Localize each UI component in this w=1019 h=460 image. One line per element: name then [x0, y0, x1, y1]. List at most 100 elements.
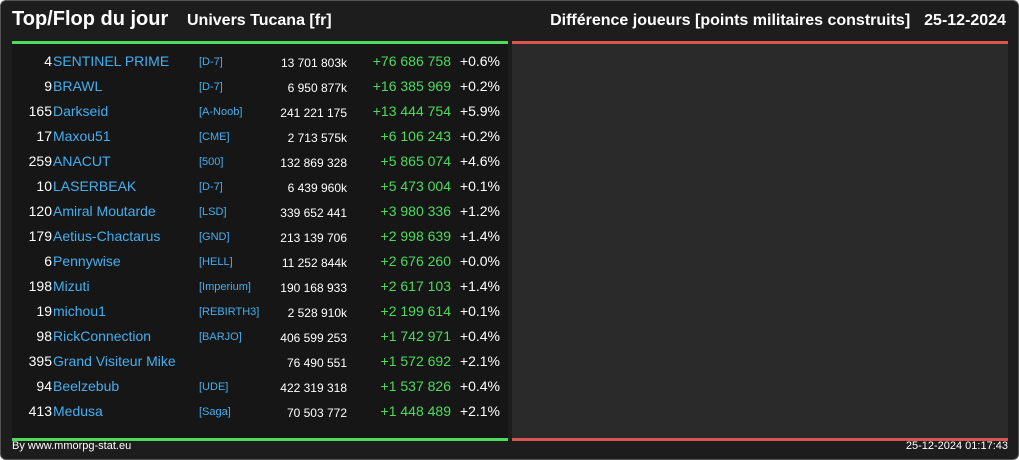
- delta: +3 980 336: [380, 203, 451, 219]
- alliance-link[interactable]: [Saga]: [199, 406, 231, 418]
- rank: 98: [36, 328, 52, 344]
- percent: +0.2%: [459, 128, 500, 144]
- percent: +1.4%: [459, 278, 500, 294]
- rank: 198: [28, 278, 52, 294]
- alliance-link[interactable]: [D-7]: [199, 81, 223, 93]
- flop-panel: [512, 41, 1008, 441]
- points: 76 490 551: [286, 356, 347, 370]
- delta: +2 998 639: [380, 228, 451, 244]
- universe-label: Univers Tucana [fr]: [187, 12, 332, 29]
- percent: +0.1%: [459, 303, 500, 319]
- table-row: 9 BRAWL [D-7] 6 950 877k +16 385 969 +0.…: [12, 75, 508, 100]
- alliance-link[interactable]: [GND]: [199, 231, 230, 243]
- player-link[interactable]: RickConnection: [53, 328, 152, 344]
- delta: +1 537 826: [380, 378, 451, 394]
- points: 2 528 910k: [287, 306, 347, 320]
- credit-link[interactable]: By www.mmorpg-stat.eu: [12, 440, 132, 452]
- metric-label: Différence joueurs [points militaires co…: [550, 12, 911, 29]
- percent: +0.4%: [459, 378, 500, 394]
- delta: +2 676 260: [380, 253, 451, 269]
- alliance-link[interactable]: [CME]: [199, 131, 230, 143]
- points: 406 599 253: [280, 331, 347, 345]
- rank: 10: [36, 178, 52, 194]
- alliance-link[interactable]: [LSD]: [199, 206, 227, 218]
- header-right: Différence joueurs [points militaires co…: [550, 12, 1006, 30]
- player-link[interactable]: Grand Visiteur Mike: [53, 353, 176, 369]
- percent: +0.4%: [459, 328, 500, 344]
- table-row: 4 SENTINEL PRIME [D-7] 13 701 803k +76 6…: [12, 50, 508, 75]
- percent: +0.6%: [459, 53, 500, 69]
- delta: +1 448 489: [380, 403, 451, 419]
- rank: 165: [28, 103, 52, 119]
- percent: +4.6%: [459, 153, 500, 169]
- player-link[interactable]: Aetius-Chactarus: [53, 228, 161, 244]
- points: 11 252 844k: [281, 256, 347, 270]
- player-link[interactable]: Medusa: [53, 403, 103, 419]
- points: 13 701 803k: [280, 56, 347, 70]
- table-row: 6 Pennywise [HELL] 11 252 844k +2 676 26…: [12, 250, 508, 275]
- percent: +1.2%: [459, 203, 500, 219]
- alliance-link[interactable]: [UDE]: [199, 381, 229, 393]
- delta: +1 572 692: [380, 353, 451, 369]
- player-link[interactable]: michou1: [53, 303, 106, 319]
- table-row: 98 RickConnection [BARJO] 406 599 253 +1…: [12, 325, 508, 350]
- percent: +2.1%: [459, 403, 500, 419]
- points: 70 503 772: [286, 406, 347, 420]
- table-row: 165 Darkseid [A-Noob] 241 221 175 +13 44…: [12, 100, 508, 125]
- delta: +2 617 103: [380, 278, 451, 294]
- table-row: 179 Aetius-Chactarus [GND] 213 139 706 +…: [12, 225, 508, 250]
- rank: 259: [28, 153, 52, 169]
- rank: 6: [44, 253, 52, 269]
- percent: +0.1%: [459, 178, 500, 194]
- player-link[interactable]: LASERBEAK: [53, 178, 137, 194]
- player-link[interactable]: Pennywise: [53, 253, 121, 269]
- alliance-link[interactable]: [D-7]: [199, 181, 223, 193]
- percent: +1.4%: [459, 228, 500, 244]
- player-link[interactable]: SENTINEL PRIME: [53, 53, 170, 69]
- table-row: 198 Mizuti [Imperium] 190 168 933 +2 617…: [12, 275, 508, 300]
- points: 6 950 877k: [287, 81, 347, 95]
- delta: +2 199 614: [380, 303, 451, 319]
- alliance-link[interactable]: [HELL]: [199, 256, 233, 268]
- widget-title: Top/Flop du jour: [12, 8, 169, 30]
- points: 213 139 706: [280, 231, 347, 245]
- alliance-link[interactable]: [D-7]: [199, 56, 223, 68]
- player-link[interactable]: ANACUT: [53, 153, 111, 169]
- player-link[interactable]: Darkseid: [53, 103, 109, 119]
- percent: +0.0%: [459, 253, 500, 269]
- alliance-link[interactable]: [500]: [199, 156, 224, 168]
- table-row: 259 ANACUT [500] 132 869 328 +5 865 074 …: [12, 150, 508, 175]
- delta: +16 385 969: [372, 78, 451, 94]
- player-link[interactable]: Maxou51: [53, 128, 111, 144]
- points: 2 713 575k: [287, 131, 347, 145]
- alliance-link[interactable]: [REBIRTH3]: [199, 306, 260, 318]
- table-row: 413 Medusa [Saga] 70 503 772 +1 448 489 …: [12, 400, 508, 425]
- timestamp: 25-12-2024 01:17:43: [905, 440, 1008, 452]
- table-row: 395 Grand Visiteur Mike 76 490 551 +1 57…: [12, 350, 508, 375]
- delta: +13 444 754: [372, 103, 451, 119]
- player-link[interactable]: Mizuti: [53, 278, 90, 294]
- delta: +5 473 004: [380, 178, 451, 194]
- delta: +6 106 243: [380, 128, 451, 144]
- points: 422 319 318: [280, 381, 347, 395]
- alliance-link[interactable]: [Imperium]: [199, 281, 251, 293]
- rank: 17: [36, 128, 52, 144]
- rank: 413: [28, 403, 52, 419]
- player-link[interactable]: BRAWL: [53, 78, 103, 94]
- table-row: 120 Amiral Moutarde [LSD] 339 652 441 +3…: [12, 200, 508, 225]
- rank: 395: [28, 353, 52, 369]
- date-label: 25-12-2024: [924, 12, 1006, 29]
- alliance-link[interactable]: [BARJO]: [199, 331, 242, 343]
- rank: 9: [44, 78, 52, 94]
- delta: +76 686 758: [372, 53, 451, 69]
- rank: 19: [36, 303, 52, 319]
- points: 241 221 175: [280, 106, 347, 120]
- table-row: 10 LASERBEAK [D-7] 6 439 960k +5 473 004…: [12, 175, 508, 200]
- alliance-link[interactable]: [A-Noob]: [199, 106, 243, 118]
- player-link[interactable]: Amiral Moutarde: [53, 203, 156, 219]
- table-row: 17 Maxou51 [CME] 2 713 575k +6 106 243 +…: [12, 125, 508, 150]
- points: 132 869 328: [280, 156, 347, 170]
- table-row: 94 Beelzebub [UDE] 422 319 318 +1 537 82…: [12, 375, 508, 400]
- player-link[interactable]: Beelzebub: [53, 378, 120, 394]
